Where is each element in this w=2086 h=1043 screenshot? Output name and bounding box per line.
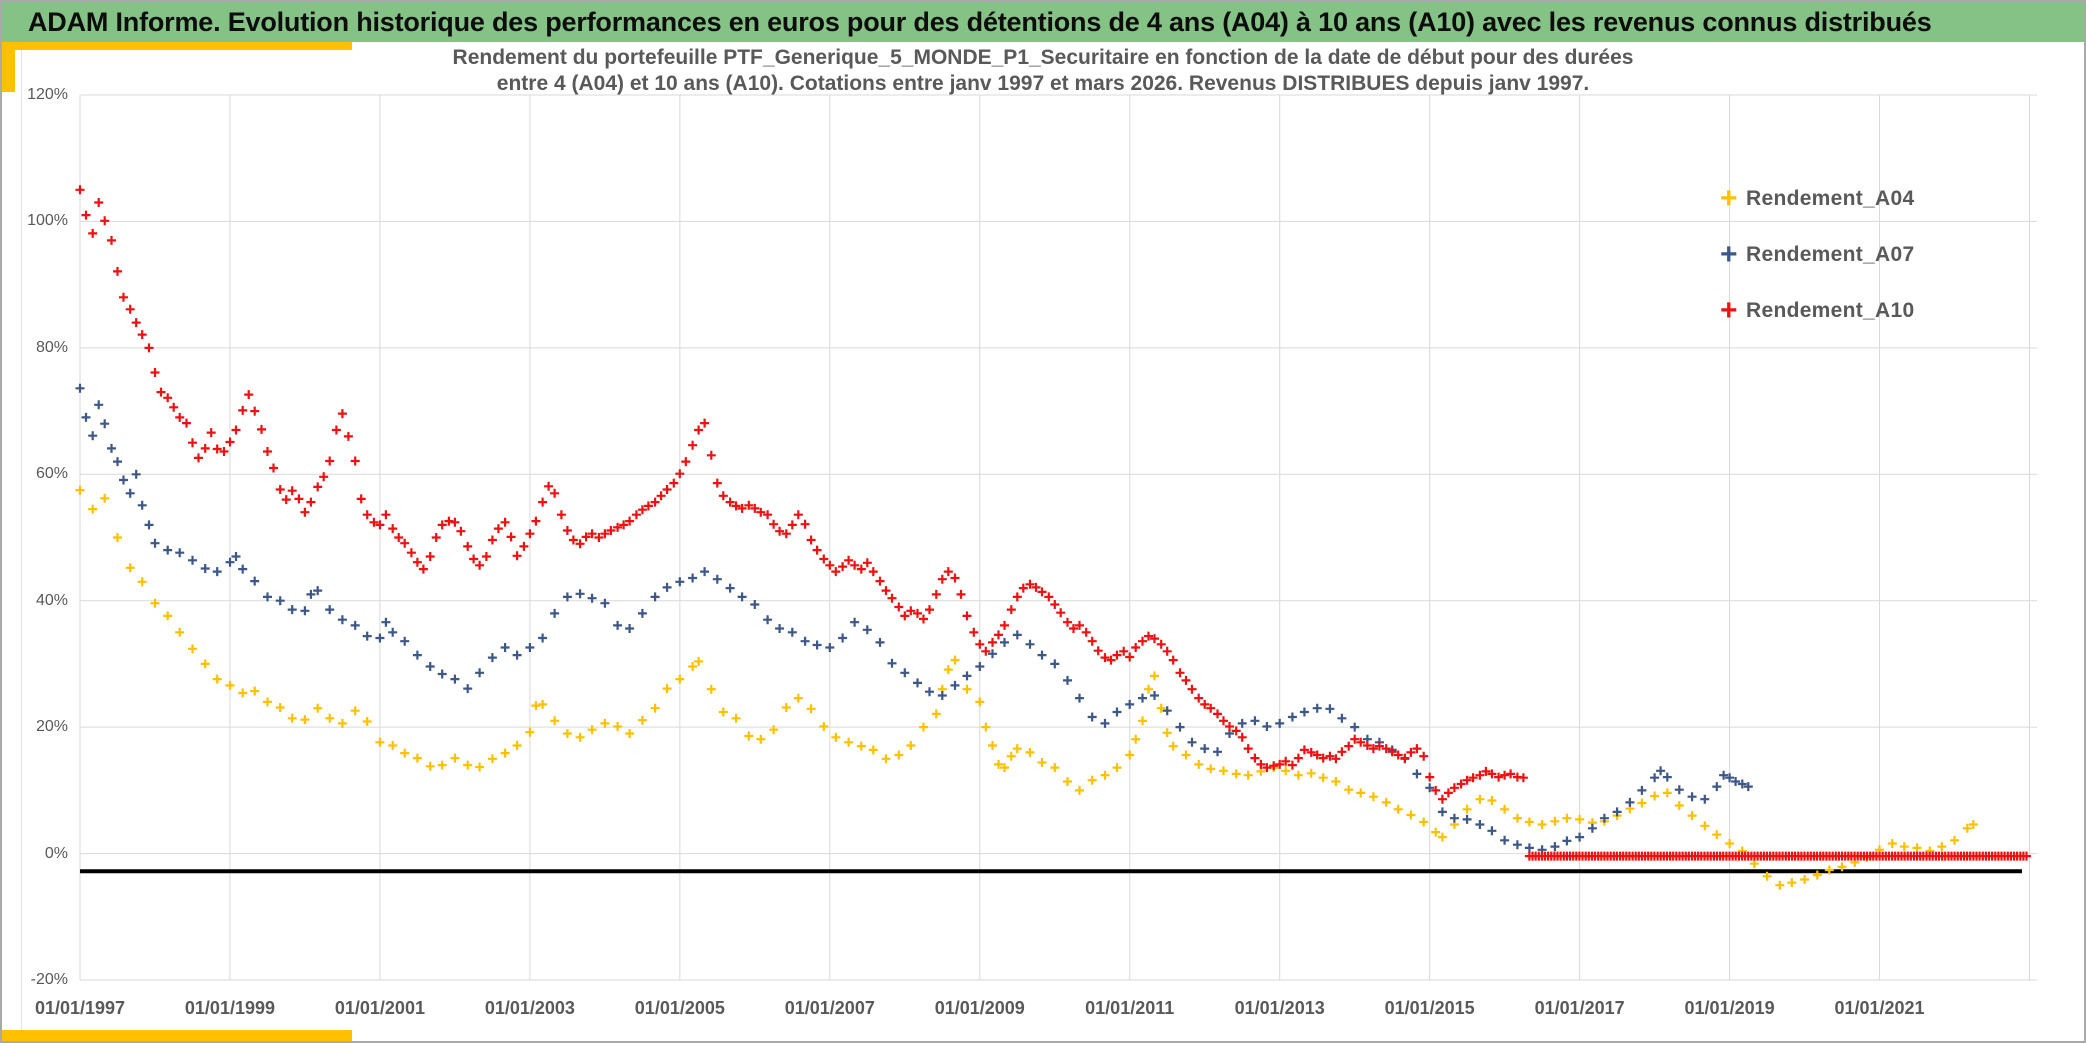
chart-title-line-1: Rendement du portefeuille PTF_Generique_… bbox=[452, 46, 1634, 69]
chart-legend: + Rendement_A04 + Rendement_A07 + Rendem… bbox=[1720, 182, 1914, 350]
chart-title-line-2: entre 4 (A04) et 10 ans (A10). Cotations… bbox=[496, 72, 1590, 95]
y-axis-tick-label: 20% bbox=[35, 718, 68, 736]
legend-label: Rendement_A07 bbox=[1746, 243, 1915, 266]
plus-marker-icon: + bbox=[1720, 294, 1738, 327]
x-axis-tick-label: 01/01/2003 bbox=[484, 998, 575, 1018]
yellow-accent-block bbox=[2, 42, 15, 92]
plus-marker-icon: + bbox=[1720, 182, 1738, 215]
legend-item-a10[interactable]: + Rendement_A10 bbox=[1720, 294, 1914, 328]
header-bar: ADAM Informe. Evolution historique des p… bbox=[2, 2, 2084, 42]
x-axis-tick-label: 01/01/2011 bbox=[1085, 998, 1175, 1018]
yellow-accent-underline bbox=[2, 42, 352, 50]
y-axis-tick-label: 60% bbox=[35, 465, 68, 483]
x-axis-tick-label: 01/01/2005 bbox=[634, 998, 725, 1018]
x-axis-tick-label: 01/01/1997 bbox=[34, 998, 126, 1018]
y-axis-tick-label: 120% bbox=[27, 86, 68, 103]
y-axis-tick-label: 100% bbox=[27, 212, 68, 230]
y-axis-tick-label: 80% bbox=[35, 338, 68, 356]
y-axis-tick-label: 0% bbox=[44, 844, 68, 862]
x-axis-tick-label: 01/01/2019 bbox=[1684, 998, 1775, 1018]
series-points-rendement_a04 bbox=[75, 485, 1978, 890]
page-title: ADAM Informe. Evolution historique des p… bbox=[28, 7, 1932, 37]
y-axis-tick-label: -20% bbox=[30, 971, 68, 988]
y-axis-tick-label: 40% bbox=[35, 591, 68, 609]
legend-item-a04[interactable]: + Rendement_A04 bbox=[1720, 182, 1914, 216]
column-divider-line bbox=[21, 50, 22, 1032]
x-axis-tick-label: 01/01/2013 bbox=[1234, 998, 1325, 1018]
yellow-bottom-scrollbar[interactable] bbox=[2, 1030, 352, 1041]
x-axis-tick-label: 01/01/2021 bbox=[1834, 998, 1925, 1018]
legend-label: Rendement_A10 bbox=[1746, 299, 1915, 322]
series-points-rendement_a07 bbox=[75, 383, 1753, 855]
x-axis-tick-label: 01/01/2017 bbox=[1534, 998, 1625, 1018]
x-axis-tick-label: 01/01/2015 bbox=[1384, 998, 1475, 1018]
x-axis-tick-label: 01/01/1999 bbox=[184, 998, 275, 1018]
legend-label: Rendement_A04 bbox=[1746, 187, 1915, 210]
plus-marker-icon: + bbox=[1720, 238, 1738, 271]
series-points-rendement_a10 bbox=[75, 185, 2031, 861]
legend-item-a07[interactable]: + Rendement_A07 bbox=[1720, 238, 1914, 272]
x-axis-tick-label: 01/01/2001 bbox=[334, 998, 425, 1018]
x-axis-tick-label: 01/01/2009 bbox=[934, 998, 1025, 1018]
x-axis-tick-label: 01/01/2007 bbox=[784, 998, 875, 1018]
